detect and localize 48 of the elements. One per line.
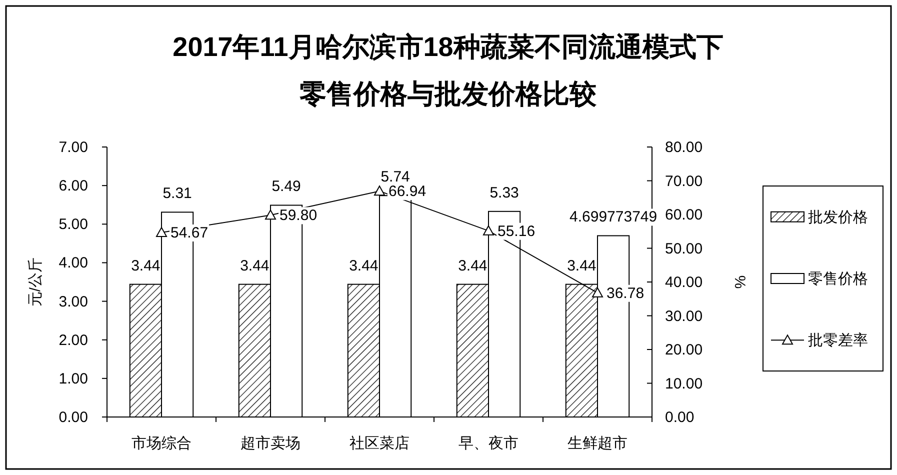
y-tick-label: 3.00 xyxy=(58,293,88,310)
point xyxy=(483,225,494,236)
data-label: 3.44 xyxy=(240,257,270,274)
point xyxy=(592,287,603,298)
y-tick-label: 0.00 xyxy=(58,409,88,426)
point xyxy=(156,226,167,237)
data-label: 36.78 xyxy=(606,284,644,302)
data-label: 59.80 xyxy=(280,207,318,224)
data-label: 5.74 xyxy=(380,168,410,186)
y-tick-label: 6.00 xyxy=(58,178,88,195)
y2-tick-label: 60.00 xyxy=(665,206,703,224)
data-label: 5.49 xyxy=(272,178,301,196)
y2-tick-label: 50.00 xyxy=(665,240,703,258)
data-label: 5.31 xyxy=(162,185,192,202)
y-tick-label: 5.00 xyxy=(58,216,88,234)
x-tick-label: 超市卖场 xyxy=(240,435,300,452)
y-tick-label: 7.00 xyxy=(58,139,88,156)
x-tick-label: 社区菜店 xyxy=(350,435,410,452)
y2-tick-label: 0.00 xyxy=(665,409,694,426)
y-tick-label: 1.00 xyxy=(58,370,88,388)
y-axis-title: 元/公斤 xyxy=(27,257,44,307)
y2-axis-title: % xyxy=(731,275,748,289)
x-tick-label: 早、夜市 xyxy=(458,435,518,452)
y2-tick-label: 70.00 xyxy=(665,172,703,190)
y2-tick-label: 30.00 xyxy=(665,308,703,325)
y2-tick-label: 10.00 xyxy=(665,375,703,392)
data-label: 4.699773749 xyxy=(570,208,658,226)
legend-label: 批发价格 xyxy=(808,208,868,226)
y2-tick-label: 40.00 xyxy=(665,274,703,291)
data-label: 5.33 xyxy=(490,184,519,202)
data-label: 55.16 xyxy=(498,222,536,240)
y2-tick-label: 20.00 xyxy=(665,342,703,358)
point xyxy=(374,186,385,196)
x-tick-label: 生鲜超市 xyxy=(568,435,628,452)
data-label: 66.94 xyxy=(388,183,426,200)
legend-label: 零售价格 xyxy=(808,270,868,288)
data-label: 3.44 xyxy=(567,257,596,274)
chart-title: 2017年11月哈尔滨市18种蔬菜不同流通模式下零售价格与批发价格比较 xyxy=(172,32,724,109)
legend-label: 批零差率 xyxy=(808,332,868,350)
y-tick-label: 4.00 xyxy=(58,254,88,272)
data-label: 3.44 xyxy=(131,257,160,274)
y-tick-label: 2.00 xyxy=(58,332,88,349)
y2-tick-label: 80.00 xyxy=(665,139,703,156)
x-tick-label: 市场综合 xyxy=(132,435,192,452)
data-label: 3.44 xyxy=(349,257,378,274)
point xyxy=(265,210,276,220)
data-label: 54.67 xyxy=(170,224,208,242)
data-label: 3.44 xyxy=(458,257,488,274)
